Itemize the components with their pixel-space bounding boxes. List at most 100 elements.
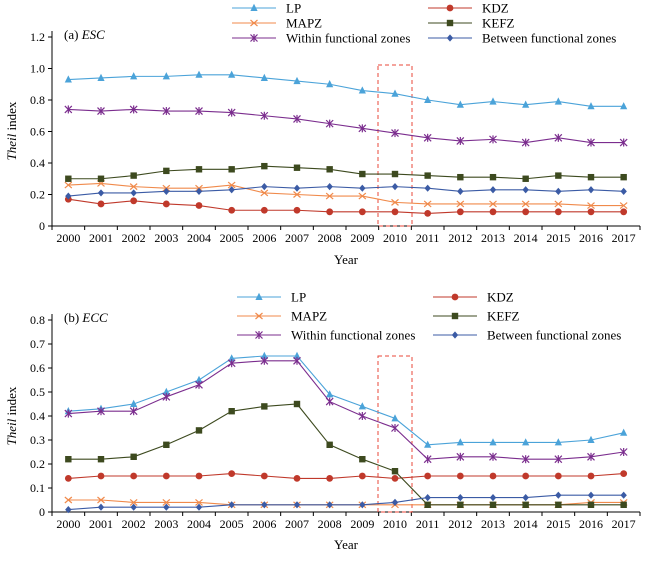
data-point — [391, 208, 399, 216]
data-point — [293, 114, 301, 123]
data-point — [326, 441, 333, 448]
x-tick-label: 2003 — [154, 231, 178, 245]
data-point — [130, 172, 137, 179]
data-point — [162, 498, 171, 506]
data-point — [227, 359, 236, 368]
data-point — [97, 472, 105, 480]
data-point — [620, 428, 628, 436]
legend-marker — [255, 312, 263, 320]
data-point — [228, 206, 236, 214]
x-tick-label: 2000 — [56, 517, 80, 531]
data-point — [325, 397, 334, 406]
y-axis-title: Theil index — [4, 101, 19, 160]
data-point — [489, 472, 497, 480]
series-kefz — [65, 400, 627, 508]
data-point — [587, 472, 595, 480]
y-axis-title-rest: index — [4, 101, 19, 134]
series-lp — [64, 70, 628, 110]
legend-marker — [451, 293, 459, 301]
data-point — [391, 198, 399, 206]
series-line — [68, 186, 624, 197]
data-point — [391, 170, 399, 178]
data-point — [64, 496, 73, 504]
data-point — [359, 501, 366, 509]
y-tick-label: 1.2 — [30, 30, 45, 44]
data-point — [587, 173, 595, 181]
data-point — [195, 503, 203, 511]
data-point — [554, 472, 562, 480]
data-point — [456, 200, 465, 208]
data-point — [521, 455, 530, 464]
data-point — [489, 494, 497, 502]
data-point — [358, 124, 367, 133]
legend-item: KEFZ — [428, 16, 515, 31]
data-point — [162, 72, 170, 80]
data-point — [522, 501, 529, 508]
data-point — [325, 192, 334, 200]
legend-item: KEFZ — [433, 309, 520, 324]
data-point — [521, 138, 530, 147]
legend-item: KDZ — [433, 290, 514, 305]
data-point — [163, 167, 170, 175]
data-point — [391, 89, 399, 97]
legend-label: LP — [286, 1, 301, 16]
x-tick-label: 2002 — [122, 231, 146, 245]
series-line — [68, 403, 624, 506]
data-point — [260, 189, 269, 197]
data-point — [489, 208, 497, 216]
x-tick-label: 2014 — [514, 517, 538, 531]
data-point — [228, 408, 235, 415]
data-point — [620, 102, 628, 110]
data-point — [293, 184, 301, 192]
data-point — [195, 187, 203, 195]
data-point — [260, 111, 269, 120]
data-point — [489, 452, 497, 461]
x-axis-title: Year — [334, 252, 359, 267]
x-tick-label: 2017 — [612, 517, 636, 531]
x-tick-label: 2011 — [416, 231, 440, 245]
y-tick-label: 0.5 — [30, 385, 45, 399]
data-point — [195, 427, 203, 434]
x-tick-label: 2010 — [383, 517, 407, 531]
data-point — [489, 438, 497, 446]
series-line — [68, 499, 624, 506]
data-point — [587, 138, 595, 147]
data-point — [391, 129, 399, 138]
data-point — [424, 172, 431, 179]
data-point — [228, 186, 235, 194]
data-point — [260, 206, 268, 214]
data-point — [456, 208, 464, 216]
chart-panel-b: 0 0.1 0.2 0.3 0.4 0.5 0.6 0.7 0.8 2000 2001 2002 200… — [4, 290, 641, 552]
data-point — [163, 441, 170, 448]
data-point — [555, 172, 562, 179]
data-point — [554, 133, 563, 142]
data-point — [358, 472, 366, 480]
data-point — [522, 438, 530, 446]
data-point — [65, 506, 72, 514]
data-point — [326, 390, 334, 398]
data-point — [424, 472, 432, 480]
data-point — [130, 197, 138, 205]
data-point — [163, 503, 170, 511]
data-point — [326, 475, 334, 482]
data-point — [326, 208, 334, 216]
y-tick-label: 0.8 — [30, 313, 45, 327]
data-point — [424, 440, 432, 448]
data-point — [522, 186, 529, 194]
data-point — [64, 105, 73, 114]
data-point — [456, 100, 464, 108]
data-point — [293, 400, 301, 408]
data-point — [97, 189, 105, 197]
data-point — [261, 501, 268, 509]
legend-marker — [446, 4, 454, 12]
data-point — [391, 498, 399, 506]
data-point — [620, 173, 627, 181]
y-tick-label: 0 — [39, 505, 45, 519]
data-point — [522, 208, 530, 216]
y-axis-title: Theil index — [4, 386, 19, 445]
legend-label: MAPZ — [286, 16, 322, 31]
x-tick-label: 2007 — [285, 231, 309, 245]
series-line — [68, 182, 624, 207]
data-point — [391, 424, 399, 432]
data-point — [489, 135, 497, 144]
